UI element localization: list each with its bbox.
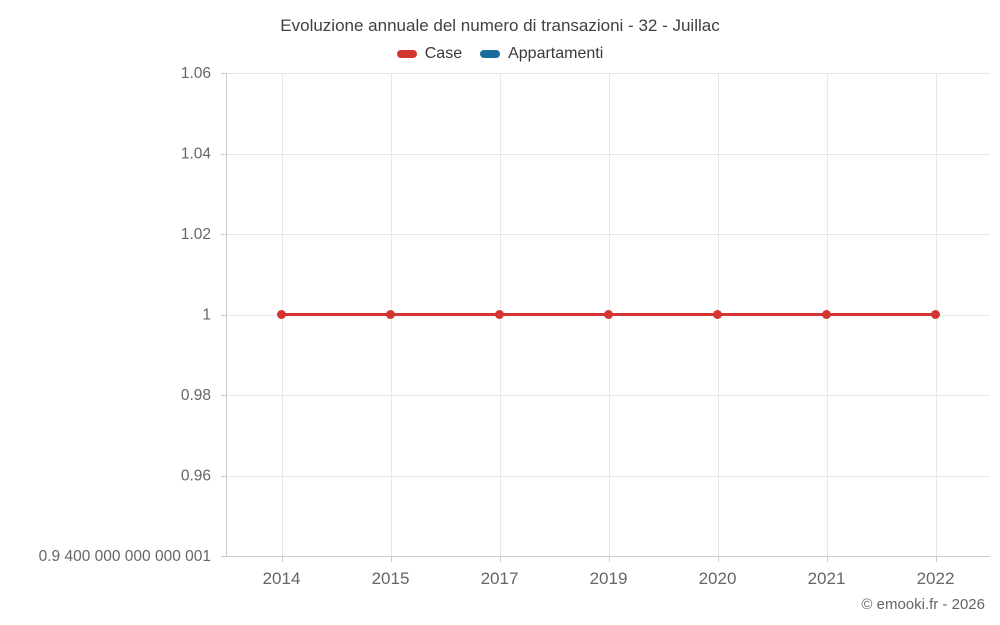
y-axis-label: 1.04	[181, 146, 212, 163]
x-axis-label: 2015	[372, 569, 410, 588]
data-point[interactable]	[931, 310, 940, 319]
y-axis-label: 0.96	[181, 468, 211, 485]
legend-label-case: Case	[424, 45, 463, 62]
x-axis-label: 2022	[917, 569, 955, 588]
data-point[interactable]	[277, 310, 286, 319]
appartamenti-series-swatch-icon	[480, 50, 501, 58]
data-point[interactable]	[604, 310, 613, 319]
data-point[interactable]	[822, 310, 831, 319]
x-axis-label: 2020	[699, 569, 737, 588]
y-axis-label: 0.9 400 000 000 000 001	[39, 548, 211, 565]
legend-label-appartamenti: Appartamenti	[508, 45, 604, 62]
data-point[interactable]	[386, 310, 395, 319]
x-axis-label: 2021	[808, 569, 846, 588]
y-axis-label: 1.06	[181, 65, 211, 82]
legend-item-case[interactable]: Case	[396, 45, 463, 63]
case-series-swatch-icon	[396, 50, 417, 58]
y-axis-label: 0.98	[181, 387, 211, 404]
x-axis-label: 2019	[590, 569, 628, 588]
chart-title: Evoluzione annuale del numero di transaz…	[280, 16, 720, 35]
y-axis-label: 1.02	[181, 226, 211, 243]
legend: Case Appartamenti	[0, 45, 1000, 63]
x-axis-label: 2017	[481, 569, 519, 588]
legend-item-appartamenti[interactable]: Appartamenti	[480, 45, 603, 63]
data-point[interactable]	[713, 310, 722, 319]
copyright-text: © emooki.fr - 2026	[861, 596, 985, 613]
x-axis-label: 2014	[263, 569, 301, 588]
y-axis-label: 1	[202, 307, 211, 324]
data-point[interactable]	[495, 310, 504, 319]
